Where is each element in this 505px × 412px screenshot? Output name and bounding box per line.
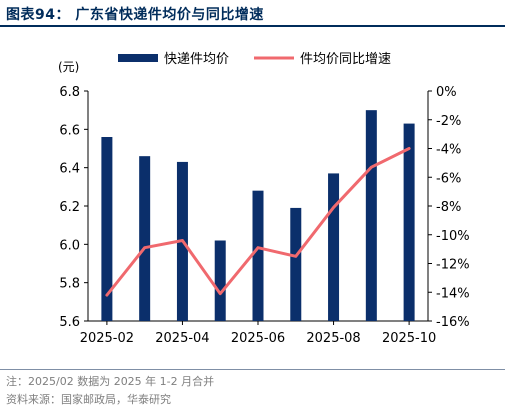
bar-2025-02 xyxy=(101,137,113,321)
x-tick-label: 2025-10 xyxy=(382,331,436,346)
right-tick-label: 0% xyxy=(436,85,457,100)
right-tick-label: -4% xyxy=(436,143,461,158)
figure-title: 图表94： 广东省快递件均价与同比增速 xyxy=(6,7,264,23)
left-tick-label: 6.8 xyxy=(59,85,80,100)
footer-divider xyxy=(0,369,505,370)
bar-2025-03 xyxy=(139,156,151,321)
right-tick-label: -8% xyxy=(436,200,461,215)
footnote: 注：2025/02 数据为 2025 年 1-2 月合并 xyxy=(6,375,215,388)
legend-line-label: 件均价同比增速 xyxy=(300,52,391,67)
x-tick-label: 2025-02 xyxy=(80,331,134,346)
x-tick-label: 2025-08 xyxy=(306,331,360,346)
right-tick-label: -10% xyxy=(436,229,470,244)
bar-2025-07 xyxy=(290,207,302,321)
chart-axes: 5.6 5.8 6.0 6.2 6.4 6.6 6.8 (元) 0% -2% -4% -6% -8% -1… xyxy=(58,60,470,346)
legend-bar-label: 快递件均价 xyxy=(164,52,229,67)
right-tick-label: -16% xyxy=(436,315,470,330)
left-tick-label: 5.8 xyxy=(59,277,80,292)
x-tick-label: 2025-06 xyxy=(231,331,285,346)
left-tick-label: 6.0 xyxy=(59,238,80,253)
left-tick-label: 6.6 xyxy=(59,123,80,138)
left-tick-label: 6.2 xyxy=(59,200,80,215)
right-tick-label: -2% xyxy=(436,114,461,129)
bar-2025-08 xyxy=(328,173,340,321)
chart-area: 5.6 5.8 6.0 6.2 6.4 6.6 6.8 (元) 0% -2% -4% -6% -8% -1… xyxy=(58,52,470,346)
bar-2025-05 xyxy=(214,240,226,321)
source-note: 资料来源：国家邮政局，华泰研究 xyxy=(6,393,171,406)
left-tick-label: 6.4 xyxy=(59,162,80,177)
line-series xyxy=(105,147,411,297)
title-divider xyxy=(0,25,505,27)
bar-2025-09 xyxy=(365,110,377,322)
legend-bar-swatch xyxy=(118,54,158,62)
right-tick-label: -14% xyxy=(436,286,470,301)
bar-series xyxy=(101,110,415,322)
right-tick-label: -6% xyxy=(436,171,461,186)
left-tick-label: 5.6 xyxy=(59,315,80,330)
right-tick-label: -12% xyxy=(436,258,470,273)
left-axis-unit: (元) xyxy=(58,60,79,74)
bar-2025-10 xyxy=(403,123,415,321)
x-tick-label: 2025-04 xyxy=(155,331,209,346)
chart-legend: 快递件均价 件均价同比增速 xyxy=(118,52,391,67)
bar-2025-06 xyxy=(252,190,264,321)
